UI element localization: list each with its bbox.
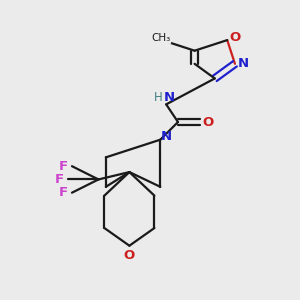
Text: F: F [59, 186, 68, 199]
Text: N: N [161, 130, 172, 143]
Text: N: N [238, 57, 249, 70]
Text: F: F [55, 173, 64, 186]
Text: N: N [164, 92, 175, 104]
Text: O: O [124, 249, 135, 262]
Text: O: O [230, 31, 241, 44]
Text: H: H [154, 92, 162, 104]
Text: O: O [203, 116, 214, 128]
Text: F: F [59, 160, 68, 173]
Text: CH₃: CH₃ [152, 33, 171, 43]
